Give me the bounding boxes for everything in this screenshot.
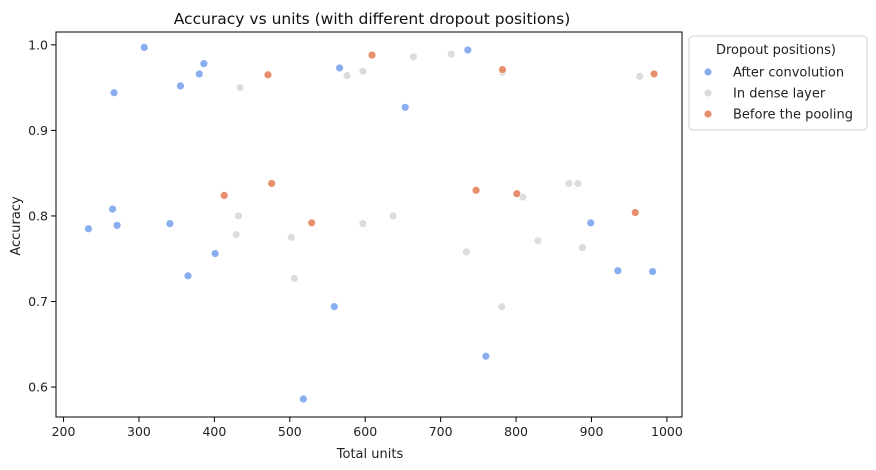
x-tick-label: 600 xyxy=(353,424,377,439)
legend-marker xyxy=(703,67,713,77)
data-point-series-0 xyxy=(648,267,657,276)
data-point-series-0 xyxy=(210,249,220,258)
data-point-series-0 xyxy=(176,81,185,91)
data-point-series-0 xyxy=(298,394,308,404)
data-point-series-0 xyxy=(463,45,473,55)
legend-box xyxy=(688,35,868,131)
plot-frame xyxy=(55,31,683,418)
data-point-series-0 xyxy=(400,102,410,112)
data-point-series-1 xyxy=(358,219,368,229)
x-tick-label: 900 xyxy=(580,424,604,439)
y-tick-label: 1.0 xyxy=(28,37,48,52)
data-point-series-2 xyxy=(267,179,277,188)
x-tick-label: 700 xyxy=(429,424,453,439)
data-point-series-0 xyxy=(112,220,122,230)
x-tick-label: 300 xyxy=(127,424,151,439)
legend-label: In dense layer xyxy=(733,87,826,102)
data-point-series-1 xyxy=(497,302,507,312)
data-point-series-1 xyxy=(533,236,543,246)
data-point-series-1 xyxy=(573,179,583,188)
legend-title: Dropout positions) xyxy=(716,43,836,58)
data-point-series-2 xyxy=(471,185,481,195)
data-point-series-0 xyxy=(335,63,344,73)
data-point-series-0 xyxy=(613,266,623,276)
data-point-series-1 xyxy=(235,83,245,93)
data-point-series-2 xyxy=(498,65,507,75)
chart-title: Accuracy vs units (with different dropou… xyxy=(174,10,571,28)
data-point-series-0 xyxy=(194,69,204,79)
x-tick-label: 500 xyxy=(278,424,302,439)
data-point-series-1 xyxy=(635,72,645,81)
data-point-series-1 xyxy=(446,49,456,59)
legend-marker xyxy=(703,109,713,119)
data-points xyxy=(84,43,659,404)
data-point-series-1 xyxy=(342,71,352,81)
data-point-series-1 xyxy=(286,232,296,242)
data-point-series-1 xyxy=(578,243,587,253)
data-point-series-2 xyxy=(630,208,640,217)
data-point-series-1 xyxy=(234,211,243,221)
y-tick-label: 0.8 xyxy=(28,208,48,223)
data-point-series-1 xyxy=(388,211,398,221)
data-point-series-1 xyxy=(564,179,574,188)
data-point-series-2 xyxy=(307,218,317,228)
legend-label: After convolution xyxy=(733,66,844,81)
x-axis-label: Total units xyxy=(336,447,404,462)
data-point-series-2 xyxy=(263,70,273,80)
x-axis: 200 300 400 500 600 700 800 900 1000 xyxy=(52,417,683,439)
data-point-series-0 xyxy=(108,204,117,214)
legend-marker xyxy=(703,88,713,98)
data-point-series-0 xyxy=(481,351,491,361)
data-point-series-0 xyxy=(109,88,119,98)
data-point-series-0 xyxy=(586,218,596,228)
data-point-series-0 xyxy=(329,302,339,312)
x-tick-label: 800 xyxy=(504,424,528,439)
data-point-series-0 xyxy=(84,224,93,234)
data-point-series-0 xyxy=(165,219,175,229)
y-axis-label: Accuracy xyxy=(9,196,24,256)
data-point-series-1 xyxy=(409,52,418,62)
x-tick-label: 1000 xyxy=(651,424,683,439)
data-point-series-2 xyxy=(649,69,659,79)
y-tick-label: 0.7 xyxy=(28,294,48,309)
y-tick-label: 0.9 xyxy=(28,123,48,138)
y-tick-label: 0.6 xyxy=(28,380,48,395)
legend-label: Before the pooling xyxy=(733,108,853,123)
data-point-series-0 xyxy=(139,43,149,52)
data-point-series-1 xyxy=(358,66,368,76)
data-point-series-0 xyxy=(199,59,209,69)
data-point-series-1 xyxy=(461,247,471,257)
legend: Dropout positions) After convolution In d… xyxy=(688,35,868,131)
data-point-series-2 xyxy=(512,189,522,199)
data-point-series-1 xyxy=(231,230,241,240)
data-point-series-0 xyxy=(183,271,193,281)
x-tick-label: 400 xyxy=(202,424,226,439)
data-point-series-2 xyxy=(219,191,229,200)
data-point-series-2 xyxy=(367,50,377,60)
y-axis: 0.6 0.7 0.8 0.9 1.0 xyxy=(28,37,56,395)
x-tick-label: 200 xyxy=(52,424,76,439)
data-point-series-1 xyxy=(289,273,299,283)
